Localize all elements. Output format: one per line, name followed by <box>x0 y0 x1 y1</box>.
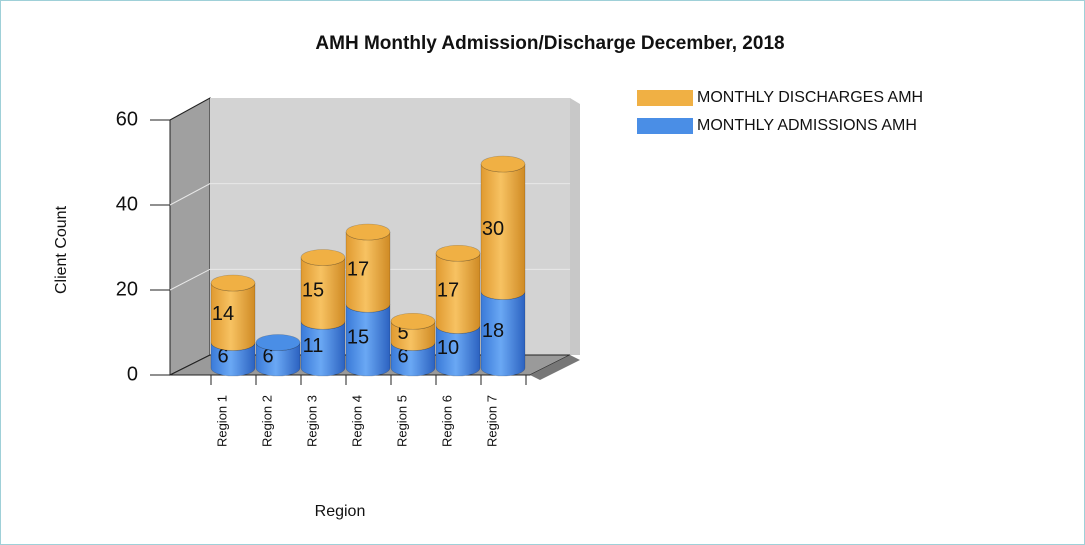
data-label: 6 <box>217 346 228 368</box>
x-tick-label: Region 4 <box>349 395 364 447</box>
data-label: 18 <box>482 320 504 342</box>
bar-top <box>390 312 436 330</box>
data-label: 17 <box>347 258 369 280</box>
x-tick-label: Region 6 <box>439 395 454 447</box>
bar-top <box>345 223 391 241</box>
data-label: 6 <box>397 346 408 368</box>
y-tick-label: 0 <box>127 363 138 385</box>
data-label: 15 <box>302 280 324 302</box>
bar-top <box>480 155 526 173</box>
chart-title: AMH Monthly Admission/Discharge December… <box>315 33 784 54</box>
y-tick-label: 40 <box>116 193 138 215</box>
data-label: 11 <box>303 335 324 357</box>
data-label: 14 <box>212 303 234 325</box>
x-tick-label: Region 3 <box>304 395 319 447</box>
left-wall <box>169 97 211 376</box>
legend-swatch <box>637 118 693 134</box>
bar-top <box>210 274 256 292</box>
legend-swatch <box>637 90 693 106</box>
floor-edge <box>530 355 580 380</box>
grid-line <box>169 183 570 206</box>
x-tick-label: Region 7 <box>484 395 499 447</box>
bar-top <box>300 249 346 266</box>
data-label: 17 <box>437 280 459 302</box>
y-axis-title: Client Count <box>53 205 70 294</box>
x-axis-title: Region <box>315 503 366 520</box>
legend-label: MONTHLY DISCHARGES AMH <box>697 89 923 106</box>
x-tick-label: Region 1 <box>214 395 229 447</box>
data-label: 15 <box>347 326 369 348</box>
x-tick-label: Region 2 <box>259 395 274 447</box>
data-label: 5 <box>397 322 408 344</box>
data-label: 30 <box>482 218 504 240</box>
y-tick-label: 20 <box>116 278 138 300</box>
bar-top <box>435 244 481 262</box>
data-label: 10 <box>437 337 459 359</box>
bar-top <box>255 334 301 351</box>
y-tick-label: 60 <box>116 108 138 130</box>
data-label: 6 <box>262 346 273 368</box>
legend-label: MONTHLY ADMISSIONS AMH <box>697 117 917 134</box>
x-tick-label: Region 5 <box>394 395 409 447</box>
